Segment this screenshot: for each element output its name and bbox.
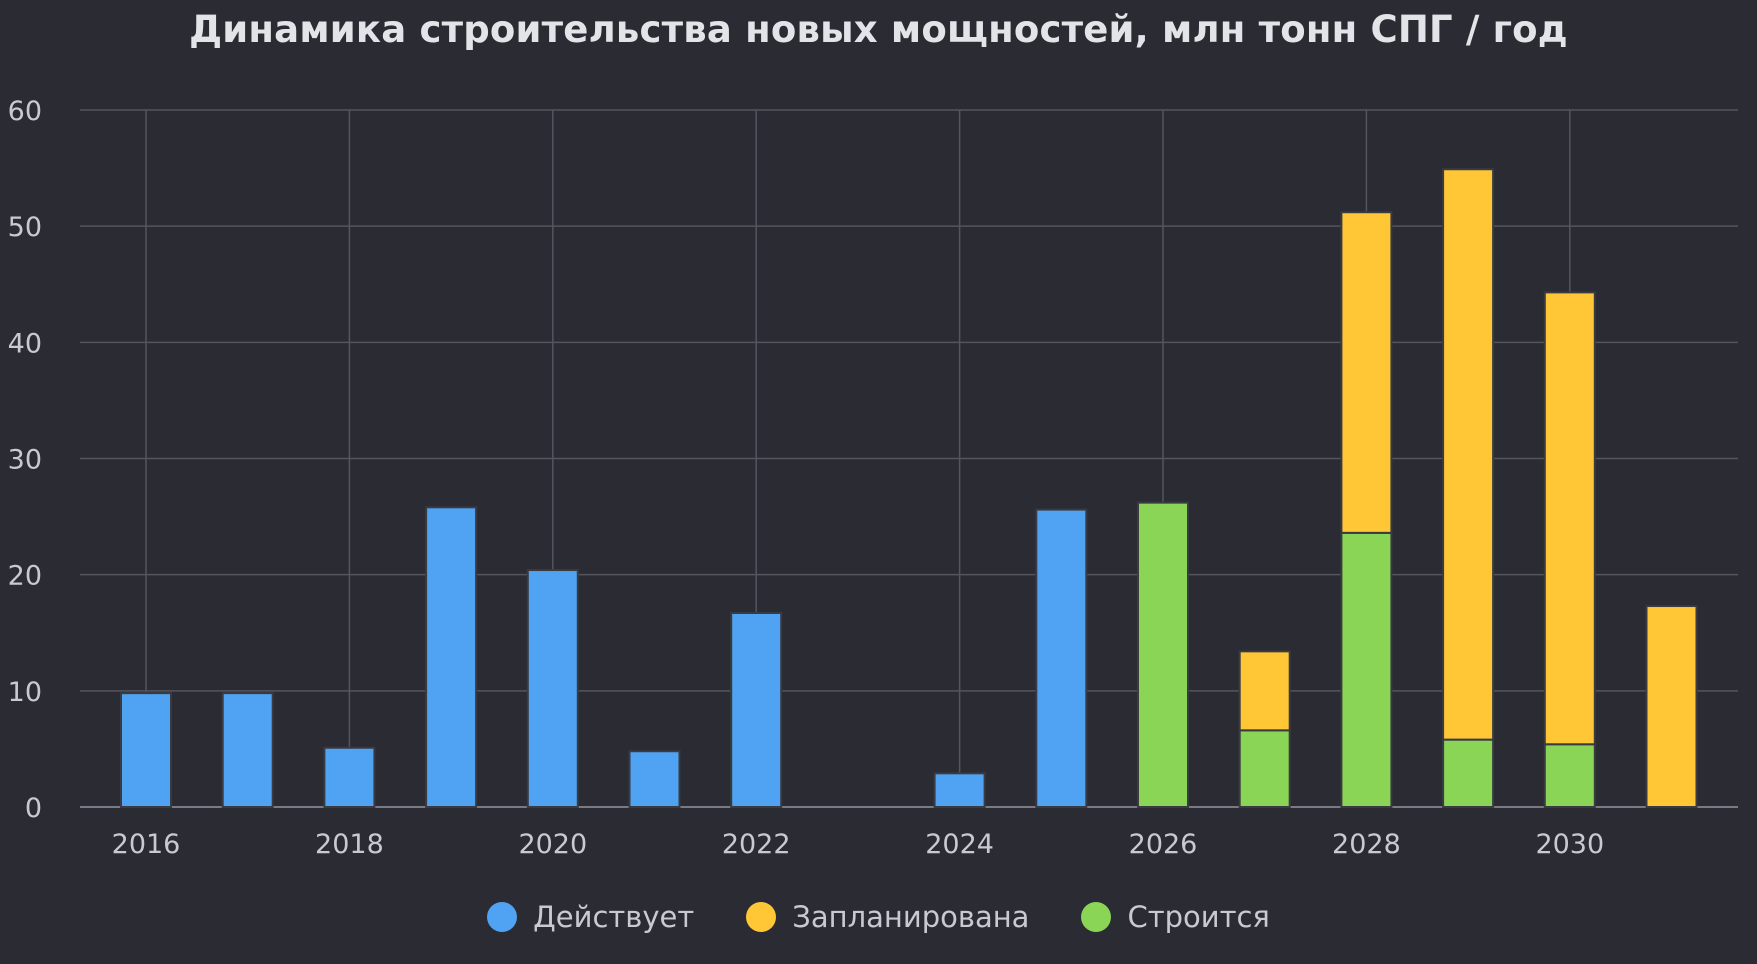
bar-2027-Строится[interactable]: Строится 2027: 6.6 — [1238, 729, 1291, 809]
bar-2016-Действует[interactable]: Действует 2016: 9.8 — [120, 692, 172, 809]
chart-legend: Действует Запланирована Строится — [0, 900, 1757, 934]
bar-2020-Действует[interactable]: Действует 2020: 20.4 — [526, 569, 579, 809]
bar-2019-Действует[interactable]: Действует 2019: 25.8 — [425, 506, 478, 808]
x-tick-label-2018: 2018 — [315, 829, 384, 860]
x-tick-label-2020: 2020 — [518, 829, 587, 860]
y-tick-label-40: 40 — [8, 328, 42, 359]
bar-2018-Действует[interactable]: Действует 2018: 5.1 — [323, 746, 376, 809]
x-tick-label-2026: 2026 — [1129, 829, 1198, 860]
legend-item-Строится[interactable]: Строится — [1081, 900, 1270, 934]
x-tick-label-2022: 2022 — [722, 829, 791, 860]
y-tick-label-10: 10 — [8, 677, 42, 708]
bar-2027-Запланирована[interactable]: Запланирована 2027: 6.8 — [1238, 650, 1291, 732]
x-tick-label-2016: 2016 — [112, 829, 181, 860]
legend-label: Строится — [1127, 900, 1270, 934]
bar-2017-Действует[interactable]: Действует 2017: 9.8 — [221, 692, 274, 809]
legend-label: Запланирована — [792, 900, 1030, 934]
bar-2029-Строится[interactable]: Строится 2029: 5.8 — [1442, 738, 1495, 809]
y-tick-label-0: 0 — [25, 793, 42, 824]
legend-label: Действует — [533, 900, 695, 934]
x-tick-label-2028: 2028 — [1332, 829, 1401, 860]
bar-2028-Строится[interactable]: Строится 2028: 23.6 — [1340, 531, 1393, 808]
legend-marker-icon — [487, 902, 518, 932]
y-tick-label-30: 30 — [8, 445, 42, 476]
bar-2025-Действует[interactable]: Действует 2025: 25.6 — [1035, 508, 1088, 808]
bar-2024-Действует[interactable]: Действует 2024: 2.9 — [933, 772, 986, 808]
bar-2022-Действует[interactable]: Действует 2022: 16.7 — [730, 612, 783, 808]
legend-item-Действует[interactable]: Действует — [487, 900, 694, 934]
legend-item-Запланирована[interactable]: Запланирована — [746, 900, 1029, 934]
y-tick-label-60: 60 — [8, 96, 42, 127]
bar-2026-Строится[interactable]: Строится 2026: 26.2 — [1137, 501, 1189, 808]
legend-marker-icon — [1081, 902, 1112, 932]
bar-2029-Запланирована[interactable]: Запланирована 2029: 49.1 — [1442, 168, 1495, 741]
bar-2030-Запланирована[interactable]: Запланирована 2030: 38.9 — [1543, 291, 1596, 746]
bar-2031-Запланирована[interactable]: Запланирована 2031: 17.3 — [1645, 605, 1698, 809]
bar-2028-Запланирована[interactable]: Запланирована 2028: 27.6 — [1340, 211, 1393, 534]
chart-title: Динамика строительства новых мощностей, … — [189, 8, 1568, 51]
x-tick-label-2030: 2030 — [1535, 829, 1604, 860]
bar-2030-Строится[interactable]: Строится 2030: 5.4 — [1543, 743, 1596, 809]
y-tick-label-20: 20 — [8, 561, 42, 592]
x-tick-label-2024: 2024 — [925, 829, 994, 860]
y-tick-label-50: 50 — [8, 212, 42, 243]
legend-marker-icon — [746, 902, 777, 932]
bar-2021-Действует[interactable]: Действует 2021: 4.8 — [628, 750, 681, 808]
